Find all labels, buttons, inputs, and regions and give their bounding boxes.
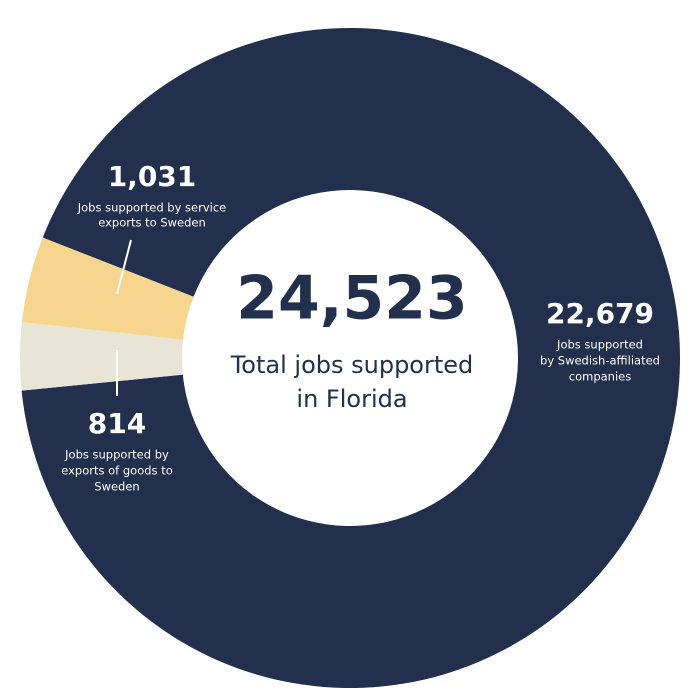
category-label: companies — [569, 370, 631, 384]
category-label: Sweden — [94, 480, 139, 494]
donut-slice — [20, 321, 184, 391]
category-label: Jobs supported by service — [77, 201, 227, 215]
category-label: by Swedish-affiliated — [540, 354, 660, 368]
category-label: Jobs supported — [556, 338, 643, 352]
leader-line — [116, 239, 132, 295]
center-total: 24,523 — [236, 264, 468, 334]
category-label: exports of goods to — [61, 464, 173, 478]
value-label: 22,679 — [546, 297, 654, 330]
center-text: in Florida — [296, 385, 407, 413]
category-label: exports to Sweden — [98, 216, 206, 230]
category-label: Jobs supported by — [64, 448, 169, 462]
center-text: Total jobs supported — [230, 351, 474, 379]
donut-slice — [21, 237, 194, 340]
value-label: 1,031 — [108, 160, 197, 193]
value-label: 814 — [88, 407, 146, 440]
donut-slice — [21, 27, 681, 688]
